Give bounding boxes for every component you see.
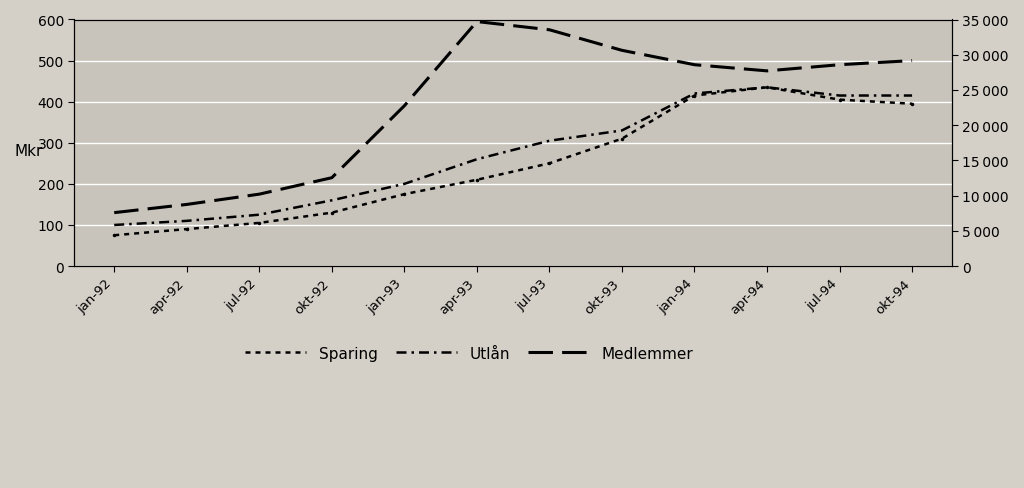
Sparing	[326, 210, 338, 216]
Sparing	[471, 178, 483, 183]
Sparing	[109, 233, 121, 239]
Utlån	[615, 128, 628, 134]
Sparing	[906, 102, 919, 107]
Medlemmer	[906, 59, 919, 64]
Sparing	[688, 93, 700, 99]
Medlemmer	[180, 202, 193, 208]
Legend: Sparing, Utlån, Medlemmer: Sparing, Utlån, Medlemmer	[240, 340, 699, 367]
Medlemmer	[398, 103, 411, 109]
Medlemmer	[834, 62, 846, 68]
Sparing	[544, 161, 556, 167]
Sparing	[253, 221, 265, 226]
Medlemmer	[253, 192, 265, 198]
Sparing	[615, 137, 628, 142]
Medlemmer	[109, 210, 121, 216]
Sparing	[398, 192, 411, 198]
Medlemmer	[761, 69, 773, 75]
Utlån	[834, 93, 846, 99]
Utlån	[906, 93, 919, 99]
Medlemmer	[615, 48, 628, 54]
Sparing	[109, 233, 121, 239]
Sparing	[471, 178, 483, 183]
Utlån	[180, 219, 193, 224]
Sparing	[544, 161, 556, 167]
Sparing	[398, 192, 411, 198]
Utlån	[326, 198, 338, 204]
Utlån	[688, 91, 700, 97]
Utlån	[253, 212, 265, 218]
Utlån	[761, 85, 773, 91]
Sparing	[761, 85, 773, 91]
Medlemmer	[544, 28, 556, 34]
Y-axis label: Mkr: Mkr	[15, 143, 43, 159]
Sparing	[615, 137, 628, 142]
Sparing	[688, 93, 700, 99]
Medlemmer	[688, 62, 700, 68]
Sparing	[180, 227, 193, 233]
Sparing	[761, 85, 773, 91]
Utlån	[109, 223, 121, 228]
Medlemmer	[326, 175, 338, 181]
Sparing	[906, 102, 919, 107]
Utlån	[544, 139, 556, 144]
Line: Sparing: Sparing	[115, 88, 912, 236]
Line: Sparing: Sparing	[112, 86, 914, 238]
Sparing	[834, 98, 846, 103]
Sparing	[326, 210, 338, 216]
Sparing	[253, 221, 265, 226]
Medlemmer	[471, 20, 483, 25]
Sparing	[180, 227, 193, 233]
Utlån	[398, 182, 411, 187]
Sparing	[834, 98, 846, 103]
Line: Medlemmer: Medlemmer	[115, 22, 912, 213]
Line: Utlån: Utlån	[115, 88, 912, 225]
Utlån	[471, 157, 483, 163]
